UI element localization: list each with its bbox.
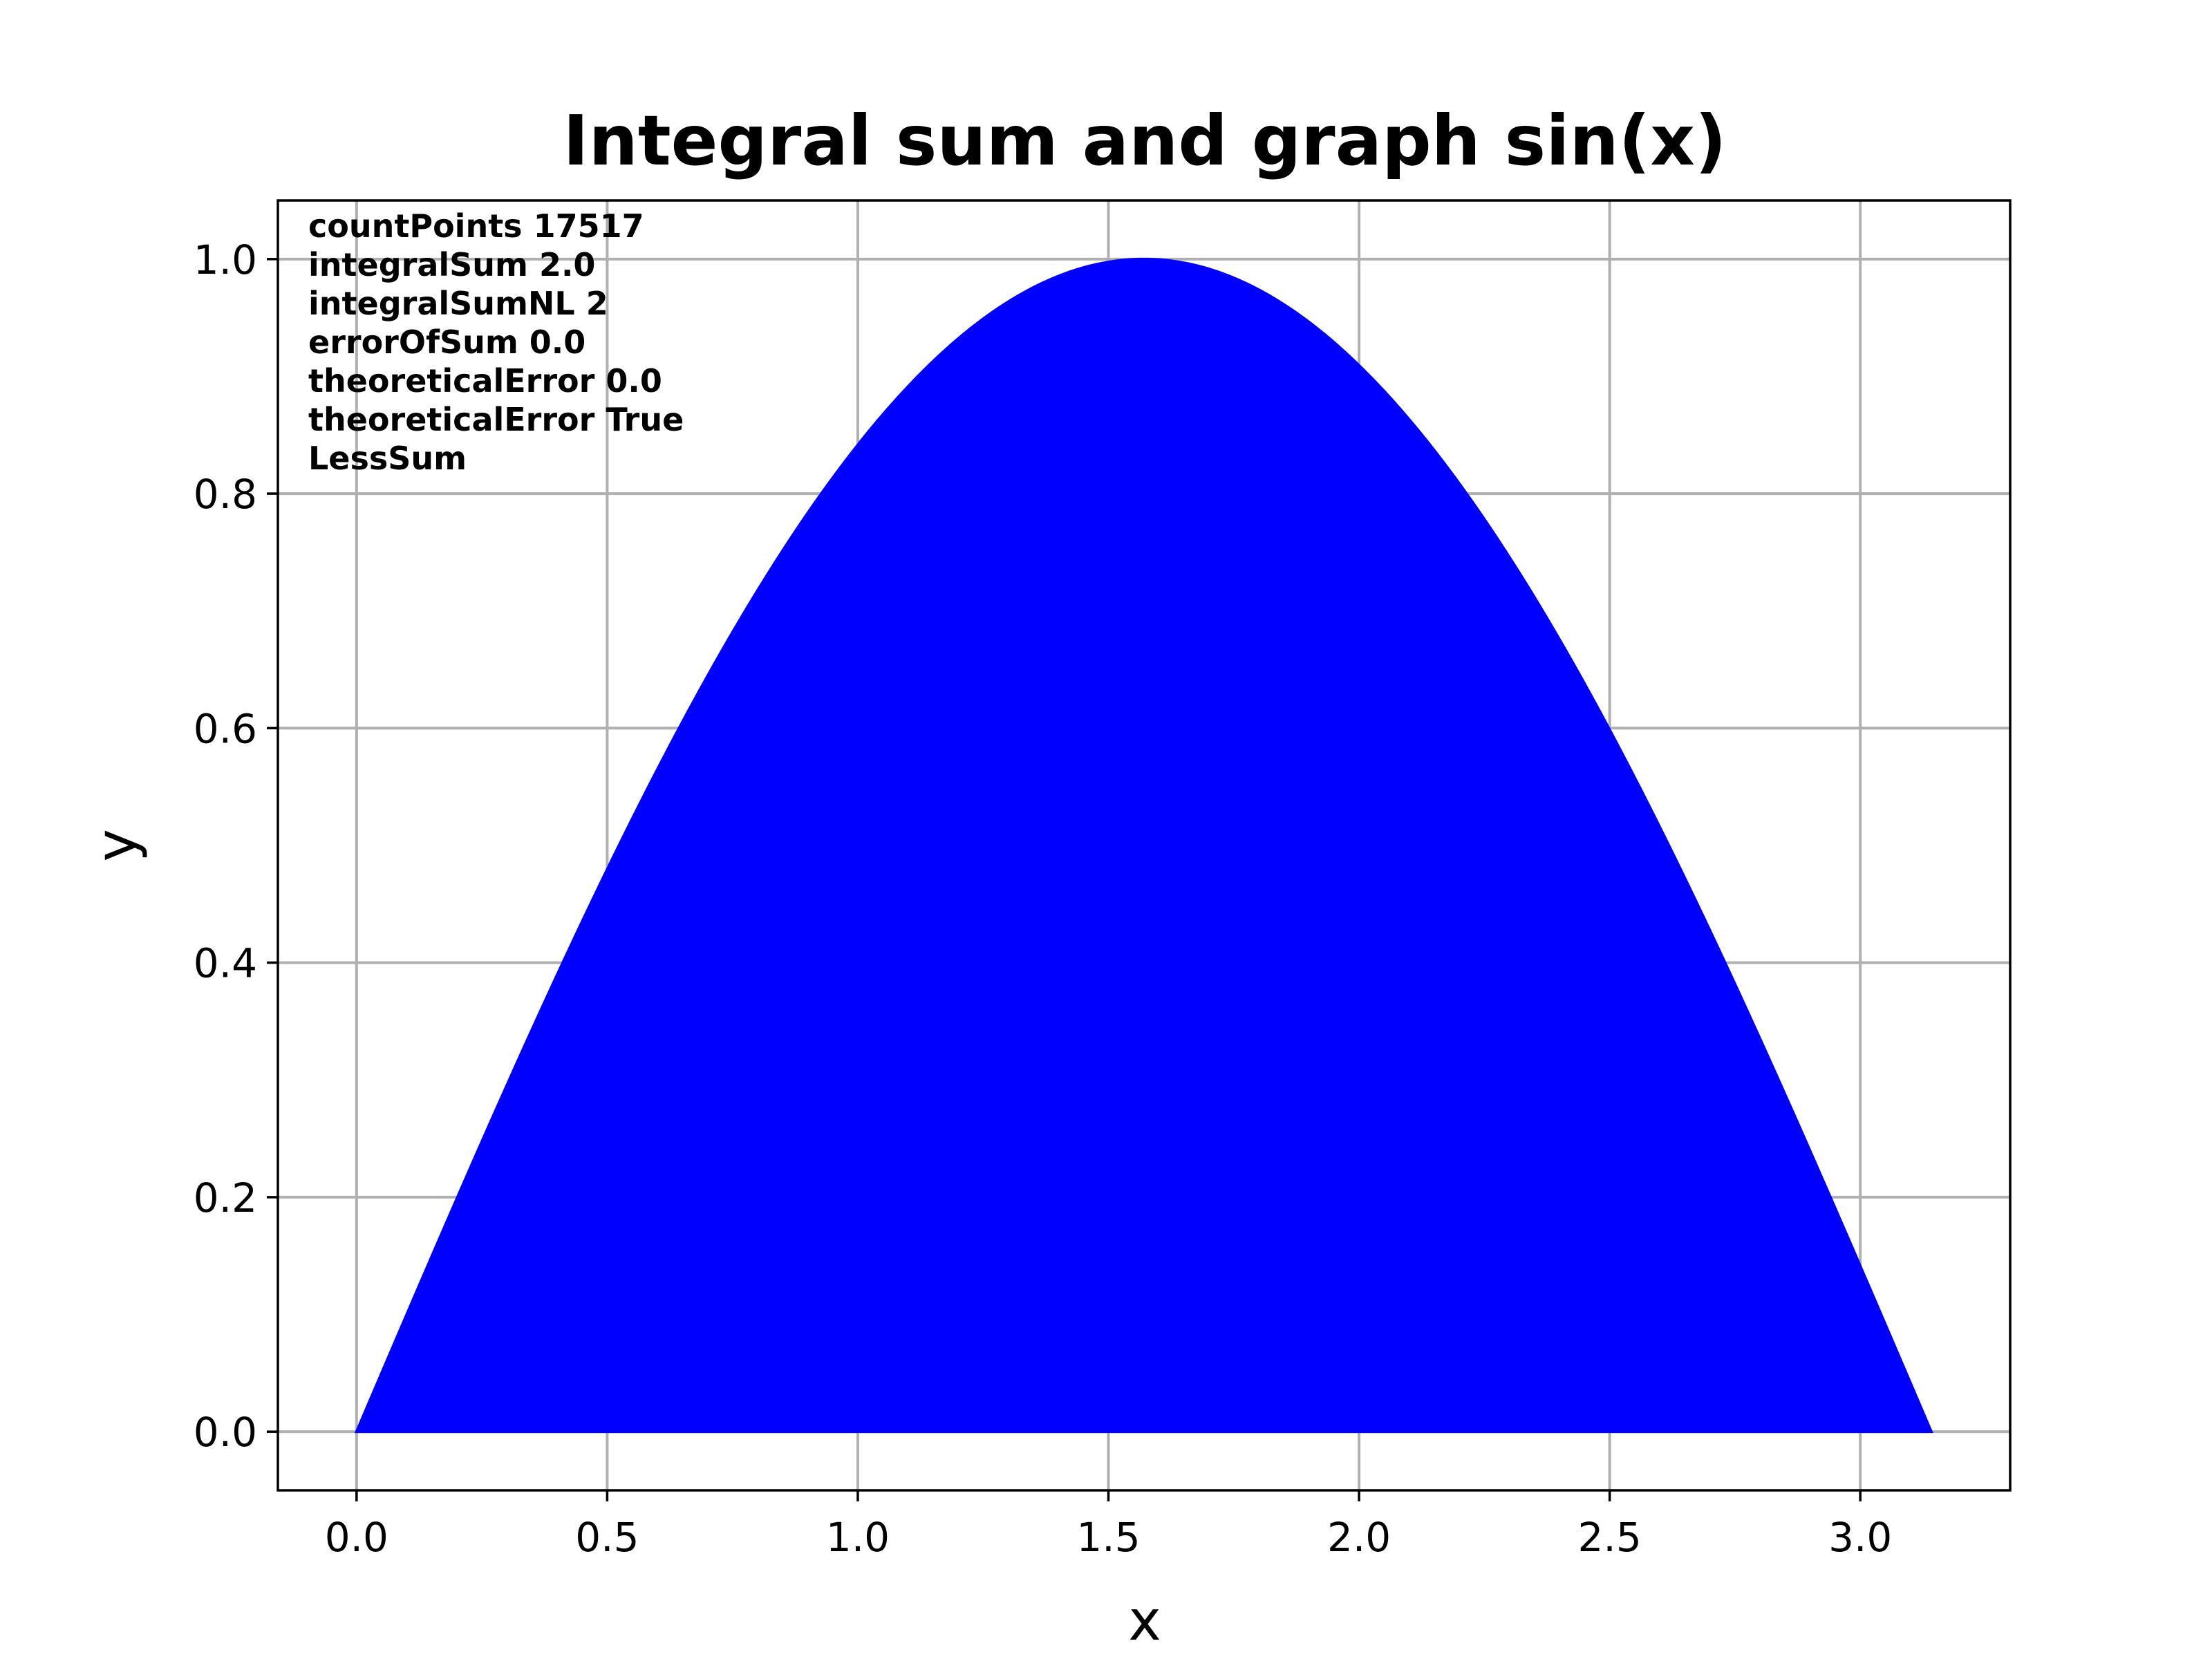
- annotation-line: theoreticalError True: [308, 401, 684, 438]
- annotation-line: theoreticalError 0.0: [308, 362, 662, 400]
- x-axis-label: x: [1128, 1588, 1161, 1653]
- ticks: 0.0 0.5 1.0 1.5 2.0 2.5 3.0 0.0 0.2 0.4 0.6 0.8 1.0: [194, 236, 1893, 1561]
- plot-area: [354, 257, 1933, 1434]
- plot-frame: [276, 199, 2012, 1492]
- sin-area: [354, 257, 1933, 1434]
- x-tick-label: 1.0: [826, 1514, 890, 1561]
- annotation-line: integralSumNL 2: [308, 285, 608, 322]
- x-tick-label: 0.0: [325, 1514, 388, 1561]
- y-tick-label: 1.0: [194, 236, 257, 283]
- annotation-line: LessSum: [308, 440, 467, 477]
- annotation-line: errorOfSum 0.0: [308, 324, 585, 361]
- x-tick-label: 1.5: [1076, 1514, 1140, 1561]
- y-tick-label: 0.4: [194, 940, 257, 987]
- x-tick-label: 3.0: [1828, 1514, 1892, 1561]
- annotation-line: integralSum 2.0: [308, 246, 595, 283]
- x-tick-label: 2.5: [1578, 1514, 1642, 1561]
- y-axis-label: y: [84, 829, 149, 861]
- y-tick-label: 0.8: [194, 471, 257, 518]
- x-tick-label: 2.0: [1327, 1514, 1391, 1561]
- chart-title: Integral sum and graph sin(x): [563, 100, 1726, 181]
- y-tick-label: 0.2: [194, 1174, 257, 1221]
- x-tick-label: 0.5: [575, 1514, 639, 1561]
- y-tick-label: 0.0: [194, 1409, 257, 1456]
- annotation-line: countPoints 17517: [308, 207, 644, 245]
- y-tick-label: 0.6: [194, 705, 257, 752]
